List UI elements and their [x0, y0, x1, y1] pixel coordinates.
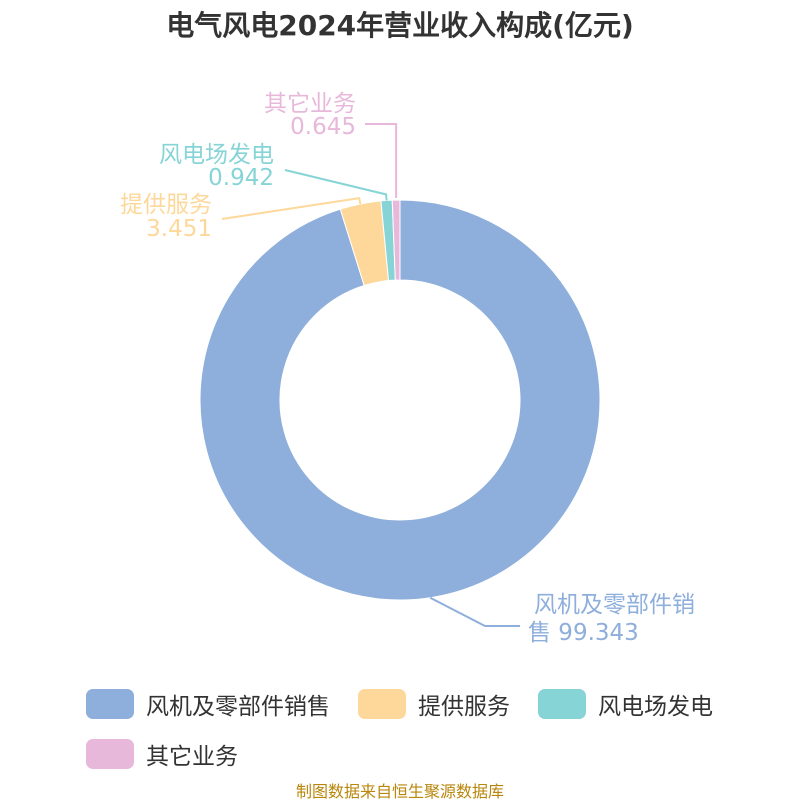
source-note: 制图数据来自恒生聚源数据库 — [295, 782, 504, 801]
legend-swatch — [86, 739, 134, 769]
legend-item-qita[interactable]: 其它业务 — [86, 738, 238, 770]
slice-label-2: 风电场发电 — [159, 142, 274, 168]
legend-label: 其它业务 — [146, 744, 238, 770]
slice-value-2: 0.942 — [208, 165, 274, 191]
legend-item-fuwu[interactable]: 提供服务 — [358, 688, 510, 720]
slice-3[interactable] — [391, 199, 401, 281]
chart-title: 电气风电2024年营业收入构成(亿元) — [166, 9, 634, 42]
legend-swatch — [358, 689, 406, 719]
legend-label: 风机及零部件销售 — [146, 694, 330, 720]
leader-line-2 — [284, 169, 388, 201]
legend-label: 风电场发电 — [598, 694, 713, 720]
slice-value-1: 3.451 — [146, 216, 212, 242]
legend: 风机及零部件销售 提供服务 风电场发电 其它业务 — [86, 688, 766, 770]
slice-value-0: 售 99.343 — [528, 620, 639, 646]
slice-0[interactable] — [199, 199, 601, 601]
legend-swatch — [86, 689, 134, 719]
legend-swatch — [538, 689, 586, 719]
slice-label-1: 提供服务 — [120, 192, 212, 218]
legend-label: 提供服务 — [418, 694, 510, 720]
slice-label-0: 风机及零部件销 — [534, 592, 695, 618]
legend-item-fengji[interactable]: 风机及零部件销售 — [86, 688, 330, 720]
legend-item-fadian[interactable]: 风电场发电 — [538, 688, 713, 720]
leader-line-3 — [365, 123, 398, 199]
leader-line-0 — [429, 596, 520, 627]
leader-line-1 — [221, 196, 362, 220]
slice-value-3: 0.645 — [290, 114, 356, 140]
slice-label-3: 其它业务 — [264, 91, 356, 117]
